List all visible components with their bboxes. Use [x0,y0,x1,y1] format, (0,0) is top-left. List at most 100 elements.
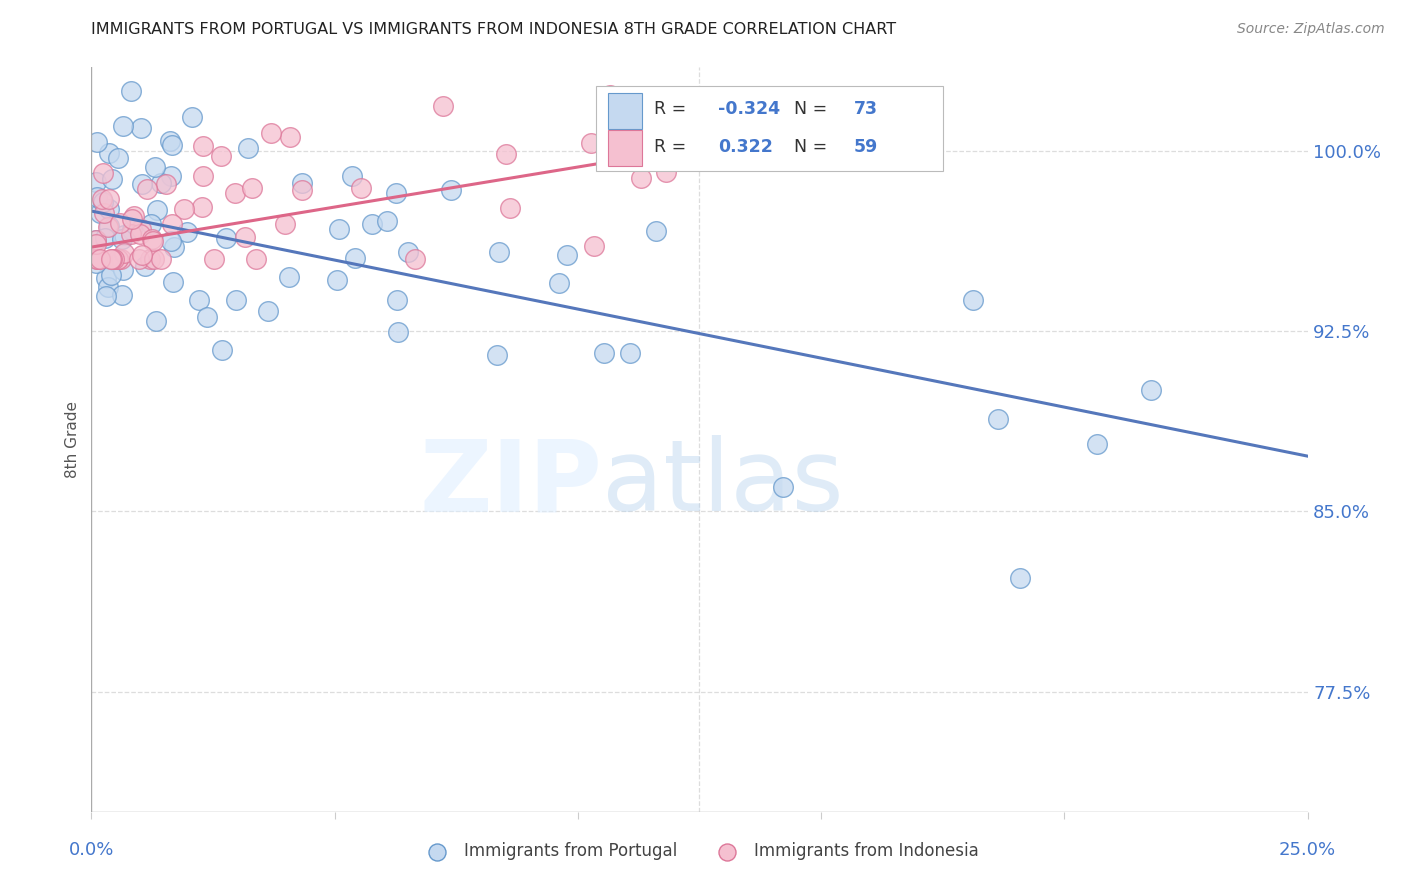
Point [277,270,299,285]
Point [488,245,510,260]
Point [225,293,247,307]
Point [1139,383,1161,397]
Point [103,252,125,266]
Point [290,177,312,191]
Point [149,177,172,191]
Point [86,190,108,204]
Text: 25.0%: 25.0% [1279,840,1336,859]
Point [129,120,152,135]
Point [122,209,145,223]
Point [121,223,143,237]
Point [160,169,183,183]
Point [142,234,165,248]
Point [191,138,214,153]
Point [278,129,301,144]
Point [112,119,135,133]
Point [138,252,160,266]
Point [191,201,214,215]
Point [97,202,120,217]
Point [112,246,135,260]
Point [274,217,297,231]
Point [145,202,167,217]
Point [91,193,114,207]
Point [134,259,156,273]
Text: ZIP: ZIP [419,435,602,533]
Point [260,127,283,141]
Point [141,217,163,231]
Point [143,252,166,266]
Point [112,228,135,243]
Point [86,252,108,266]
Point [86,135,108,149]
Point [143,160,166,174]
Point [120,84,142,98]
Point [101,172,124,186]
Point [110,287,132,301]
Point [89,205,111,219]
Point [224,186,246,201]
Point [84,237,107,252]
Point [84,255,107,269]
Legend: Immigrants from Portugal, Immigrants from Indonesia: Immigrants from Portugal, Immigrants fro… [413,836,986,867]
Bar [609,130,643,166]
Point [195,310,218,324]
Point [628,141,651,155]
Point [155,178,177,192]
Point [97,279,120,293]
Point [145,314,167,328]
Point [432,99,454,113]
Point [129,222,152,236]
Point [84,234,107,248]
Point [107,151,129,165]
Point [1008,571,1031,585]
Point [209,149,232,163]
Point [100,268,122,282]
Point [181,110,204,124]
Text: IMMIGRANTS FROM PORTUGAL VS IMMIGRANTS FROM INDONESIA 8TH GRADE CORRELATION CHAR: IMMIGRANTS FROM PORTUGAL VS IMMIGRANTS F… [91,22,897,37]
Point [555,248,578,262]
Point [404,252,426,266]
Text: 0.322: 0.322 [717,137,773,155]
Point [111,232,134,246]
Point [100,252,122,266]
Text: 73: 73 [853,101,877,119]
Point [149,252,172,266]
Point [176,225,198,239]
Point [159,134,181,148]
Text: R =: R = [654,101,692,119]
Point [98,192,121,206]
Point [582,239,605,253]
Text: N =: N = [794,101,834,119]
Point [328,222,350,236]
Point [236,141,259,155]
Point [107,252,129,266]
Point [108,216,131,230]
Point [84,175,107,189]
Point [193,169,215,183]
Point [440,183,463,197]
Point [160,138,183,153]
FancyBboxPatch shape [596,86,942,171]
Text: -0.324: -0.324 [717,101,780,119]
Point [495,146,517,161]
Point [96,289,118,303]
Point [97,219,120,234]
Point [129,227,152,242]
Point [675,143,697,157]
Point [160,234,183,248]
Point [84,233,107,247]
Point [202,252,225,266]
Point [326,273,349,287]
Point [110,252,132,266]
Point [499,201,522,215]
Point [98,145,121,160]
Point [987,412,1010,426]
Point [645,224,668,238]
Point [141,232,163,246]
Point [579,136,602,150]
Point [385,186,408,200]
Point [136,182,159,196]
Point [120,227,142,242]
Point [361,217,384,231]
Point [188,293,211,307]
